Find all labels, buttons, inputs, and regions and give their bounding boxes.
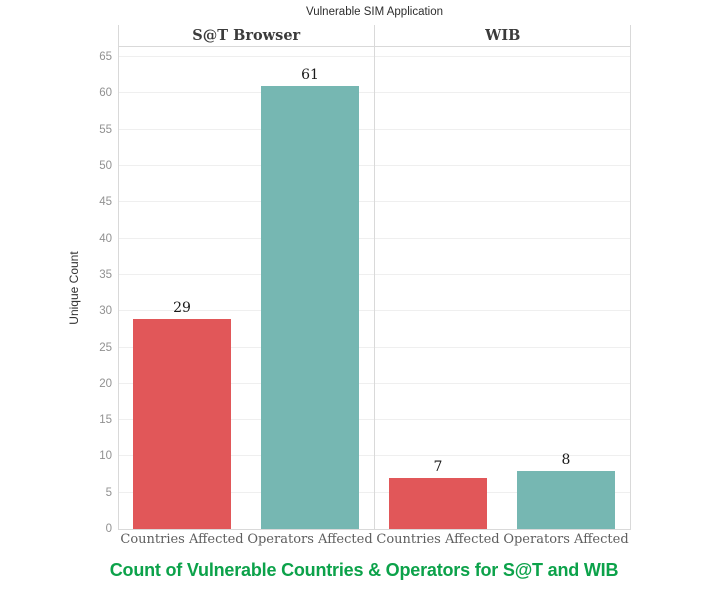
panel-divider — [374, 25, 375, 529]
x-label-s-t-browser-operators-affected: Operators Affected — [247, 532, 373, 547]
y-tick-40: 40 — [99, 232, 112, 245]
y-tick-30: 30 — [99, 305, 112, 318]
bar-wib-operators-affected[interactable] — [517, 470, 615, 529]
bar-wib-countries-affected[interactable] — [389, 478, 487, 529]
x-label-s-t-browser-countries-affected: Countries Affected — [120, 532, 244, 547]
bar-s-t-browser-countries-affected[interactable] — [133, 318, 231, 529]
chart-title: Vulnerable SIM Application — [305, 6, 444, 18]
x-axis-line — [118, 529, 631, 530]
y-tick-10: 10 — [99, 450, 112, 463]
header-bottom-line — [118, 46, 631, 47]
plot-left-border — [118, 25, 119, 529]
bar-s-t-browser-operators-affected[interactable] — [261, 86, 359, 529]
y-tick-15: 15 — [99, 414, 112, 427]
y-tick-60: 60 — [99, 87, 112, 100]
plot-right-border — [630, 25, 631, 529]
x-label-wib-operators-affected: Operators Affected — [503, 532, 629, 547]
y-tick-65: 65 — [99, 51, 112, 64]
y-tick-45: 45 — [99, 196, 112, 209]
bar-value-wib-countries-affected: 7 — [433, 459, 443, 476]
panel-header-band: S@T Browser WIB — [118, 25, 631, 46]
y-tick-20: 20 — [99, 377, 112, 390]
bar-value-s-t-browser-countries-affected: 29 — [173, 299, 191, 316]
y-tick-0: 0 — [105, 523, 112, 535]
y-tick-5: 5 — [105, 486, 112, 499]
x-label-wib-countries-affected: Countries Affected — [376, 532, 500, 547]
caption: Count of Vulnerable Countries & Operator… — [109, 560, 619, 580]
y-tick-50: 50 — [99, 160, 112, 173]
bar-value-s-t-browser-operators-affected: 61 — [301, 67, 319, 84]
y-tick-55: 55 — [99, 123, 112, 136]
panel-header-wib: WIB — [485, 27, 521, 44]
y-tick-25: 25 — [99, 341, 112, 354]
bar-value-wib-operators-affected: 8 — [561, 451, 571, 468]
panel-header-s-t-browser: S@T Browser — [192, 27, 301, 44]
y-tick-35: 35 — [99, 268, 112, 281]
